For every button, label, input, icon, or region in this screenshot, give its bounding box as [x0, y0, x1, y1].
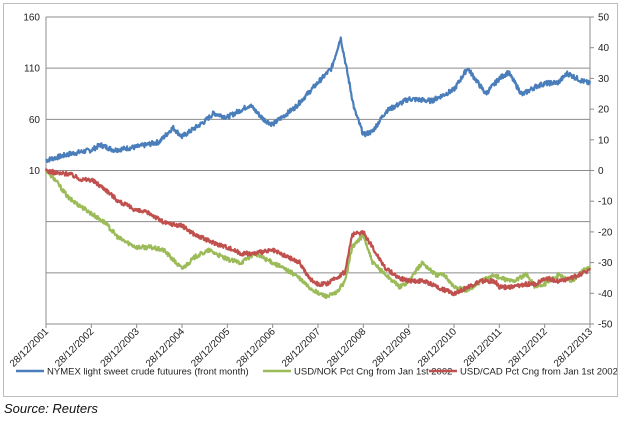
x-axis-tick-label: 28/12/2004 [144, 326, 187, 369]
right-axis-tick-label: -20 [598, 227, 613, 238]
x-axis-tick-label: 28/12/2012 [507, 326, 550, 369]
right-axis-tick-label: 20 [598, 105, 610, 116]
legend-label: USD/NOK Pct Cng from Jan 1st 2002 [294, 367, 452, 378]
chart-frame: 160 110 60 10 50 40 30 20 10 0 -10 -20 -30 -40 -50 28/1… [3, 3, 618, 397]
right-axis-tick-label: 10 [598, 135, 610, 146]
legend-label: USD/CAD Pct Cng from Jan 1st 2002 [460, 367, 617, 378]
legend-label: NYMEX light sweet crude futuures (front … [47, 367, 249, 378]
x-axis-tick-label: 28/12/2006 [235, 326, 278, 369]
left-axis-tick-label: 110 [24, 64, 40, 75]
right-axis-tick-label: 0 [598, 166, 604, 177]
x-axis-tick-label: 28/12/2010 [416, 326, 459, 369]
series-line [44, 169, 592, 299]
right-axis-tick-label: 50 [598, 13, 610, 24]
series-line [45, 36, 592, 163]
x-axis-tick-label: 28/12/2007 [280, 326, 323, 369]
x-axis-tick-label: 28/12/2002 [53, 326, 96, 369]
x-axis-tick-label: 28/12/2008 [325, 326, 368, 369]
left-axis-tick-label: 10 [29, 166, 41, 177]
right-axis-tick-label: -50 [598, 320, 613, 331]
x-axis-tick-label: 28/12/2009 [371, 326, 414, 369]
chart: 160110601050403020100-10-20-30-40-5028/1… [8, 13, 617, 378]
source-caption: Source: Reuters [4, 401, 98, 416]
x-axis-tick-label: 28/12/2011 [462, 326, 505, 369]
left-axis-tick-label: 60 [29, 115, 41, 126]
x-axis-tick-label: 28/12/2013 [552, 326, 595, 369]
right-axis-tick-label: 30 [598, 74, 610, 85]
x-axis-tick-label: 28/12/2005 [189, 326, 232, 369]
x-axis-tick-label: 28/12/2001 [8, 326, 51, 369]
series-line [44, 168, 592, 297]
right-axis-tick-label: 40 [598, 43, 610, 54]
left-axis-tick-label: 160 [23, 13, 40, 24]
right-axis-tick-label: -40 [598, 289, 613, 300]
right-axis-tick-label: -10 [598, 197, 613, 208]
right-axis-tick-label: -30 [598, 258, 613, 269]
x-axis-tick-label: 28/12/2003 [99, 326, 142, 369]
